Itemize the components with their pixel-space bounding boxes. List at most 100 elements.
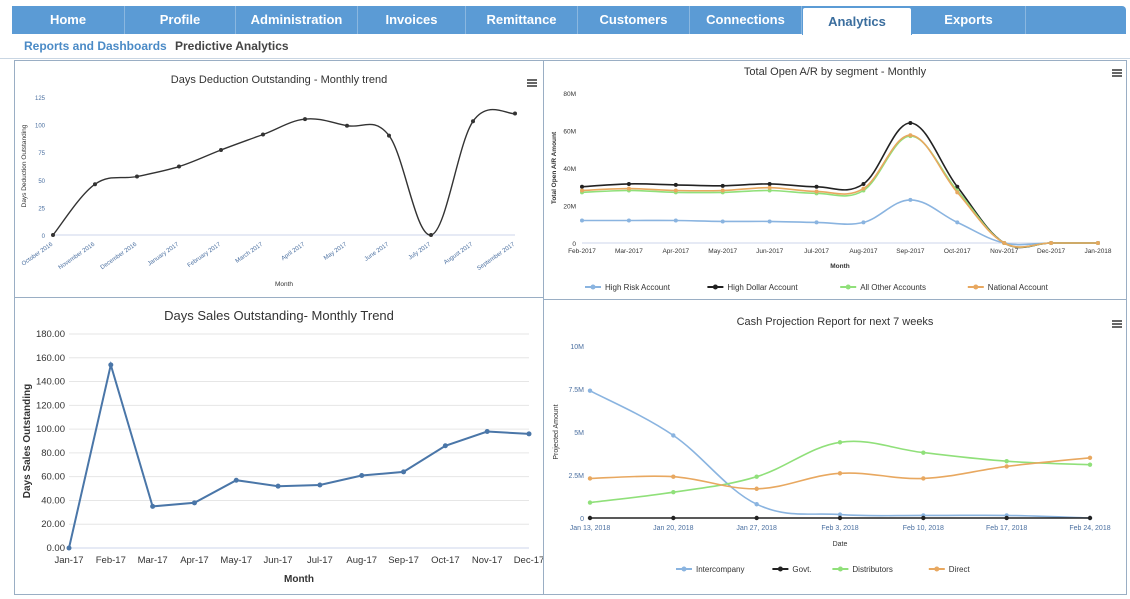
x-tick-label: Feb-17 [96, 555, 126, 566]
tab-remittance[interactable]: Remittance [466, 6, 578, 34]
y-tick-label: 75 [38, 151, 45, 157]
data-point [673, 188, 678, 193]
data-point [671, 515, 676, 521]
data-point [1087, 455, 1093, 460]
data-point [767, 185, 772, 190]
data-point [814, 189, 819, 194]
x-tick-label: Mar-17 [138, 555, 168, 566]
y-tick-label: 160.00 [36, 353, 65, 364]
x-tick-label: Apr-17 [180, 555, 209, 566]
data-point [861, 220, 866, 225]
series-line-intercompany [589, 390, 1091, 519]
data-point [177, 164, 181, 169]
tab-profile[interactable]: Profile [125, 6, 236, 34]
data-point [261, 132, 265, 137]
y-axis-title: Days Sales Outstanding [22, 384, 33, 498]
chart-title: Days Deduction Outstanding - Monthly tre… [171, 74, 387, 86]
data-point [673, 182, 678, 187]
data-point [861, 186, 866, 191]
x-tick-label: Aug-2017 [849, 248, 878, 255]
data-point [814, 184, 819, 189]
data-point [580, 184, 584, 189]
tab-administration[interactable]: Administration [236, 6, 358, 34]
tab-exports[interactable]: Exports [912, 6, 1026, 34]
subnav-predictive-analytics[interactable]: Predictive Analytics [175, 39, 289, 53]
legend-item: All Other Accounts [860, 283, 926, 292]
x-tick-label: Jan 20, 2018 [653, 525, 694, 532]
y-axis-title: Days Deduction Outstanding [21, 124, 28, 207]
x-tick-label: Sep-17 [388, 555, 419, 566]
x-tick-label: January 2017 [147, 241, 181, 267]
data-point [317, 482, 323, 488]
x-tick-label: May 2017 [323, 241, 349, 261]
data-point [66, 545, 72, 551]
data-point [1004, 515, 1009, 521]
x-tick-label: Nov-2017 [990, 248, 1019, 255]
panel-ddo-chart: Days Deduction Outstanding - Monthly tre… [14, 60, 544, 298]
x-tick-label: Feb 3, 2018 [821, 525, 858, 532]
x-axis-title: Date [833, 541, 848, 548]
chart-menu-icon[interactable] [527, 79, 537, 87]
x-tick-label: Oct-2017 [944, 248, 971, 255]
x-tick-label: December 2016 [100, 241, 139, 271]
x-tick-label: July 2017 [408, 241, 433, 261]
x-tick-label: Jan 13, 2018 [570, 525, 611, 532]
data-point [587, 388, 593, 393]
y-tick-label: 0.00 [47, 543, 66, 554]
open-ar-chart: Total Open A/R by segment - Monthly 0 20M 4… [551, 66, 1112, 292]
data-point [837, 440, 843, 445]
y-axis-title: Projected Amount [553, 404, 560, 459]
series-line-main [52, 108, 516, 236]
data-point [150, 503, 156, 509]
legend-marker [837, 566, 843, 572]
legend-item: Govt. [792, 565, 811, 574]
y-tick-label: 0 [580, 516, 584, 523]
x-tick-label: August 2017 [443, 241, 475, 266]
tab-connections[interactable]: Connections [690, 6, 802, 34]
data-point [814, 220, 819, 225]
panel-cash-projection-chart: Cash Projection Report for next 7 weeks 0… [543, 299, 1127, 595]
series-line-high-dollar-account [581, 122, 1099, 249]
legend-item: High Risk Account [605, 283, 671, 292]
data-point [1049, 241, 1054, 245]
tab-customers[interactable]: Customers [578, 6, 690, 34]
subnav-reports-and-dashboards[interactable]: Reports and Dashboards [24, 39, 167, 53]
legend-marker [777, 566, 783, 572]
x-tick-label: Feb 10, 2018 [903, 525, 944, 532]
x-tick-label: Jan-17 [54, 555, 83, 566]
data-point [93, 182, 97, 187]
data-point [720, 183, 725, 188]
x-tick-label: Jan 27, 2018 [736, 525, 777, 532]
data-point [955, 220, 960, 225]
sub-navigation: Reports and Dashboards Predictive Analyt… [0, 36, 1130, 59]
chart-menu-icon[interactable] [1112, 69, 1122, 77]
x-axis-title: Month [830, 263, 850, 270]
data-point [837, 515, 843, 521]
data-point [587, 476, 593, 481]
tab-analytics[interactable]: Analytics [802, 7, 912, 35]
x-tick-label: Aug-17 [346, 555, 377, 566]
data-point [626, 181, 631, 186]
x-tick-label: Mar-2017 [615, 248, 643, 255]
x-tick-label: Feb-2017 [568, 248, 596, 255]
data-point [1087, 515, 1093, 521]
y-tick-label: 10M [570, 344, 584, 351]
legend-item: Distributors [852, 565, 892, 574]
chart-menu-icon[interactable] [1112, 320, 1122, 328]
legend-marker [845, 284, 851, 290]
x-tick-label: Nov-17 [472, 555, 503, 566]
data-point [429, 233, 433, 237]
x-tick-label: Jul-17 [307, 555, 333, 566]
legend-marker [590, 284, 596, 290]
data-point [580, 218, 584, 223]
data-point [1002, 241, 1007, 245]
tab-invoices[interactable]: Invoices [358, 6, 466, 34]
x-tick-label: May-17 [220, 555, 252, 566]
x-tick-label: April 2017 [281, 241, 307, 262]
y-tick-label: 80M [563, 91, 576, 98]
data-point [275, 483, 281, 489]
y-tick-label: 140.00 [36, 377, 65, 388]
x-tick-label: March 2017 [235, 241, 265, 264]
tab-home[interactable]: Home [12, 6, 125, 34]
data-point [921, 515, 926, 521]
